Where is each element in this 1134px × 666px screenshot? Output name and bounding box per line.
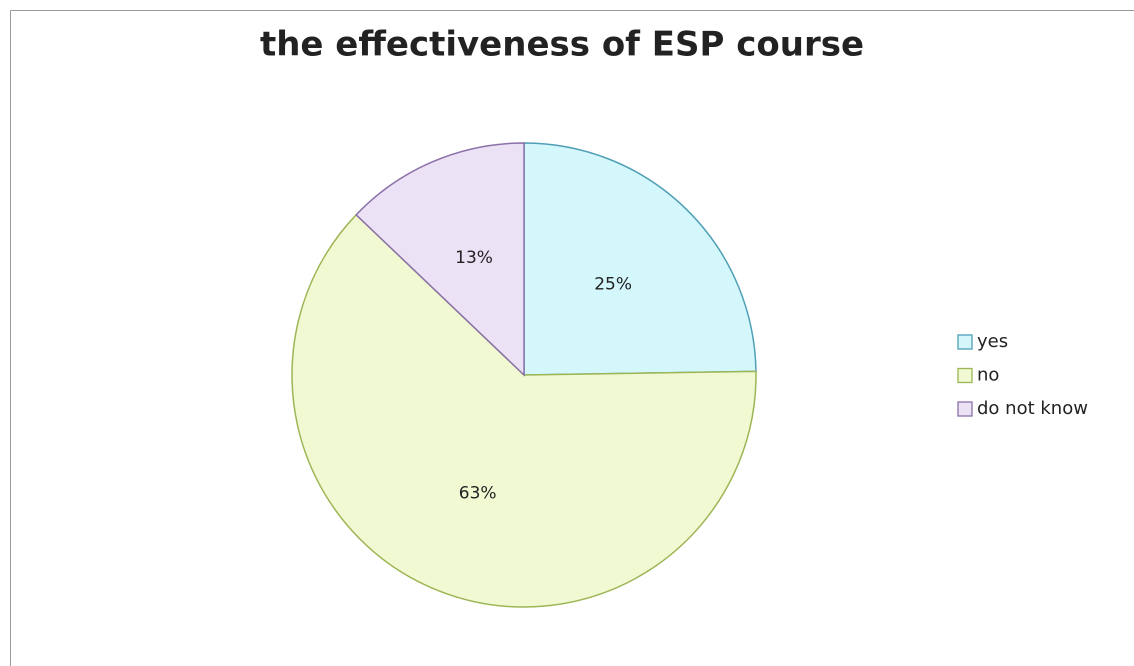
legend-label: yes (977, 331, 1008, 352)
pie-slice (355, 142, 525, 377)
legend-swatch (957, 401, 973, 417)
legend-swatch (957, 367, 973, 384)
pie-slice (291, 213, 757, 608)
chart-title: the effectiveness of ESP course (260, 25, 864, 65)
pie-slice (523, 142, 757, 376)
data-label: 25% (594, 275, 632, 295)
legend-swatch (957, 334, 973, 350)
data-label: 63% (459, 483, 497, 503)
legend-label: no (977, 365, 999, 386)
data-label: 13% (455, 248, 493, 268)
legend-label: do not know (977, 398, 1088, 419)
